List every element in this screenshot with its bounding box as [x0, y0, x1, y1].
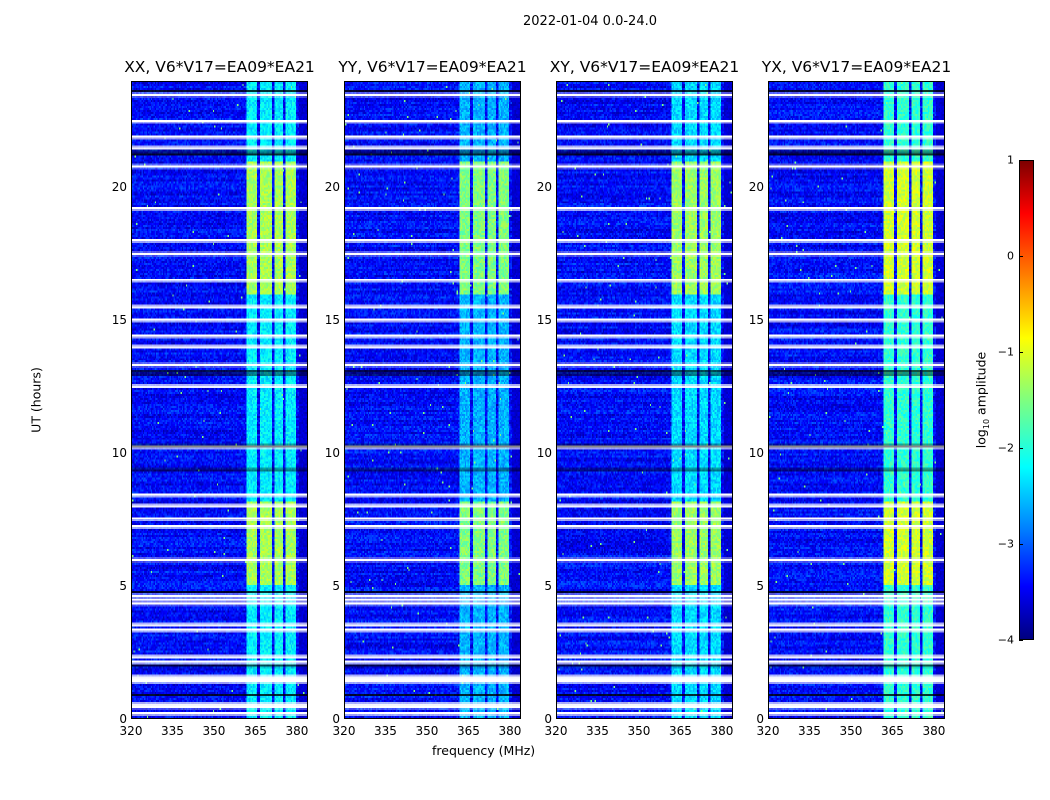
x-tick-label: 380	[498, 724, 522, 738]
x-tick-label: 365	[669, 724, 692, 738]
x-tick-label: 365	[244, 724, 267, 738]
x-tick-label: 335	[374, 724, 397, 738]
x-tick-label: 365	[881, 724, 904, 738]
colorbar-tick-label: −3	[997, 537, 1014, 551]
figure-title: 2022-01-04 0.0-24.0	[523, 14, 657, 29]
y-tick-label: 5	[332, 579, 340, 594]
colorbar-label: log10 amplitude	[973, 351, 991, 449]
y-tick-label: 15	[324, 313, 340, 328]
colorbar	[1019, 160, 1034, 640]
y-tick-label: 10	[324, 446, 340, 461]
x-tick-label: 335	[161, 724, 184, 738]
colorbar-tick-mark	[1019, 256, 1023, 257]
y-tick-label: 0	[544, 712, 552, 726]
heatmap-panel	[131, 81, 308, 719]
y-tick-label: 0	[756, 712, 764, 726]
colorbar-tick-label: −1	[997, 345, 1014, 359]
x-tick-label: 380	[922, 724, 946, 738]
panel-title: XX, V6*V17=EA09*EA21	[124, 58, 315, 76]
x-tick-label: 350	[839, 724, 863, 738]
x-tick-label: 320	[756, 724, 780, 738]
y-tick-label: 5	[119, 579, 127, 594]
x-tick-label: 335	[798, 724, 821, 738]
y-tick-label: 20	[111, 180, 127, 195]
y-tick-label: 15	[536, 313, 552, 328]
y-tick-label: 20	[324, 180, 340, 195]
x-tick-label: 350	[415, 724, 439, 738]
heatmap-panel	[556, 81, 733, 719]
x-axis-label: frequency (MHz)	[432, 743, 536, 758]
colorbar-tick-label: 1	[1007, 153, 1014, 167]
y-tick-label: 10	[748, 446, 764, 461]
y-tick-label: 0	[119, 712, 127, 726]
x-tick-label: 380	[285, 724, 309, 738]
y-tick-label: 10	[536, 446, 552, 461]
y-tick-label: 10	[111, 446, 127, 461]
panel-title: XY, V6*V17=EA09*EA21	[549, 58, 740, 76]
x-tick-label: 335	[586, 724, 609, 738]
y-tick-label: 15	[748, 313, 764, 328]
colorbar-tick-label: −4	[997, 633, 1014, 647]
colorbar-tick-mark	[1019, 352, 1023, 353]
y-tick-label: 20	[536, 180, 552, 195]
colorbar-tick-label: 0	[1007, 249, 1014, 263]
heatmap-image	[345, 82, 520, 718]
panel-title: YY, V6*V17=EA09*EA21	[338, 58, 527, 76]
heatmap-image	[132, 82, 307, 718]
y-tick-label: 5	[756, 579, 764, 594]
y-tick-label: 15	[111, 313, 127, 328]
x-tick-label: 320	[332, 724, 356, 738]
heatmap-panel	[344, 81, 521, 719]
panel-title: YX, V6*V17=EA09*EA21	[761, 58, 952, 76]
colorbar-tick-mark	[1019, 640, 1023, 641]
x-tick-label: 350	[202, 724, 226, 738]
x-tick-label: 365	[457, 724, 480, 738]
heatmap-image	[557, 82, 732, 718]
y-tick-label: 0	[332, 712, 340, 726]
heatmap-panel	[768, 81, 945, 719]
colorbar-tick-mark	[1019, 160, 1023, 161]
heatmap-image	[769, 82, 944, 718]
y-axis-label: UT (hours)	[28, 367, 44, 433]
colorbar-tick-label: −2	[997, 441, 1014, 455]
y-tick-label: 5	[544, 579, 552, 594]
colorbar-tick-mark	[1019, 448, 1023, 449]
x-tick-label: 380	[710, 724, 734, 738]
y-tick-label: 20	[748, 180, 764, 195]
colorbar-tick-mark	[1019, 544, 1023, 545]
x-tick-label: 350	[627, 724, 651, 738]
x-tick-label: 320	[544, 724, 568, 738]
x-tick-label: 320	[119, 724, 143, 738]
